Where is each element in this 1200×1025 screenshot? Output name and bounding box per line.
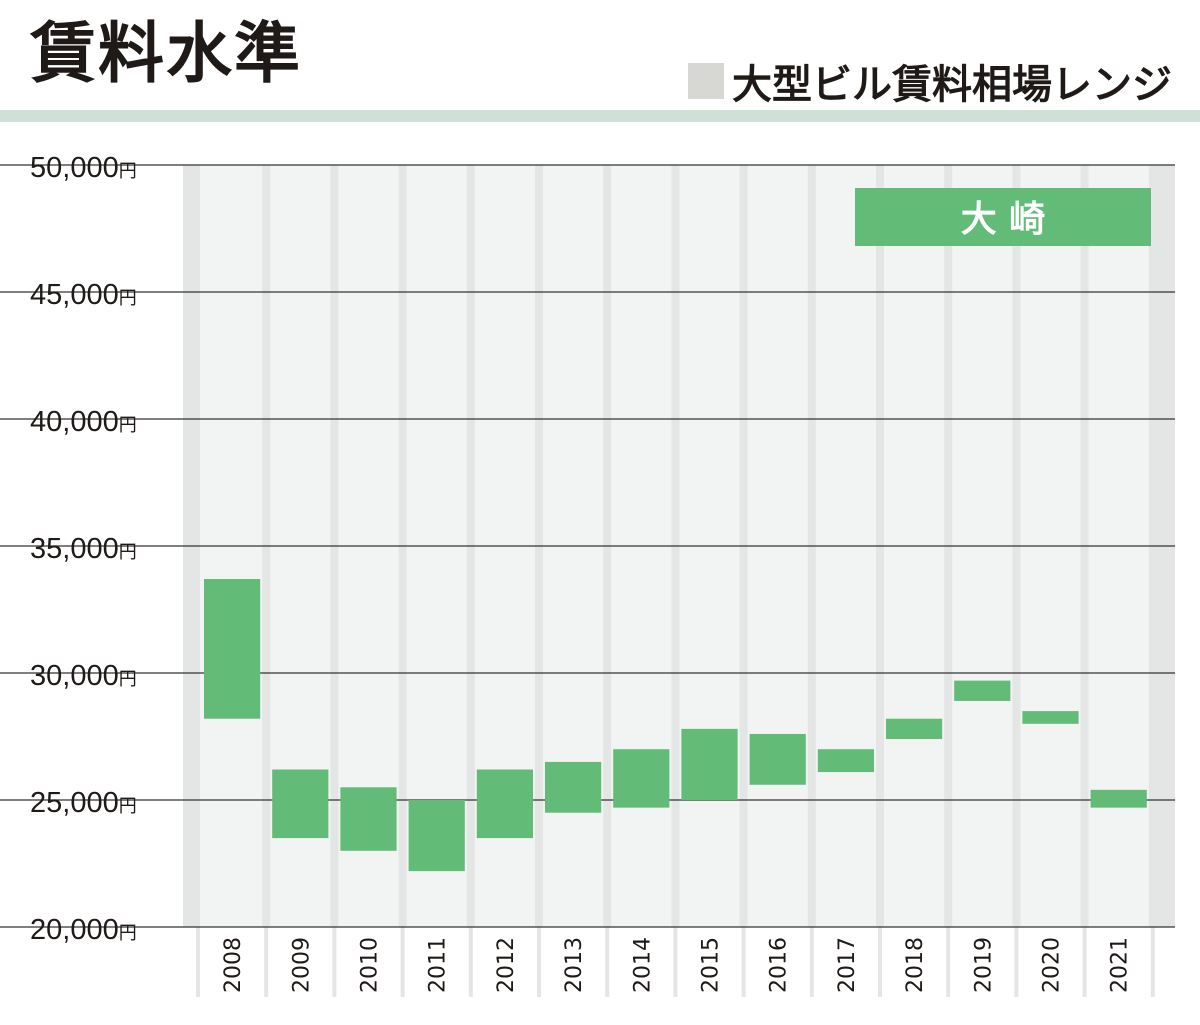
- year-label-2020: 2020: [1040, 937, 1065, 993]
- year-label-2018: 2018: [903, 937, 928, 993]
- y-tick-label: 40,000円: [30, 406, 137, 438]
- range-bar-2012: [476, 769, 533, 839]
- range-bar-2017: [817, 749, 874, 773]
- title-rule: [0, 110, 1200, 122]
- year-separator: [605, 927, 610, 997]
- range-bar-2009: [272, 769, 329, 839]
- year-label-2012: 2012: [494, 937, 519, 993]
- year-label-2016: 2016: [767, 937, 792, 993]
- year-separator: [673, 927, 678, 997]
- year-label-2008: 2008: [221, 937, 246, 993]
- legend: 大型ビル賃料相場レンジ: [688, 52, 1172, 110]
- year-separator: [400, 927, 405, 997]
- range-bar-2013: [545, 761, 602, 813]
- y-tick-label: 20,000円: [30, 914, 137, 946]
- year-label-2019: 2019: [971, 937, 996, 993]
- year-separator: [809, 927, 814, 997]
- year-label-2014: 2014: [630, 937, 655, 993]
- legend-swatch: [688, 63, 724, 99]
- year-separator: [332, 927, 337, 997]
- y-tick-label: 25,000円: [30, 787, 137, 819]
- year-separator: [537, 927, 541, 997]
- year-separator: [878, 927, 882, 997]
- range-bar-2011: [408, 800, 465, 872]
- y-tick-label: 30,000円: [30, 660, 137, 692]
- year-label-2010: 2010: [358, 937, 383, 993]
- location-label: 大 崎: [961, 199, 1046, 240]
- legend-label: 大型ビル賃料相場レンジ: [732, 62, 1172, 108]
- y-tick-label: 35,000円: [30, 533, 137, 565]
- year-separator: [1150, 927, 1155, 997]
- range-bar-2018: [886, 718, 943, 740]
- year-separator: [1014, 927, 1019, 997]
- y-tick-label: 45,000円: [30, 279, 137, 311]
- range-bar-2010: [340, 787, 397, 851]
- range-bar-2016: [749, 733, 806, 785]
- year-label-2013: 2013: [562, 937, 587, 993]
- year-separator: [1082, 927, 1087, 997]
- range-bar-2019: [954, 680, 1011, 701]
- year-label-2015: 2015: [699, 937, 724, 993]
- year-separator: [946, 927, 951, 997]
- year-label-2017: 2017: [835, 937, 860, 993]
- y-tick-label: 50,000円: [30, 152, 137, 184]
- year-label-2021: 2021: [1108, 937, 1133, 993]
- year-separator: [264, 927, 269, 997]
- year-label-2009: 2009: [289, 937, 314, 993]
- range-bar-2008: [204, 579, 261, 719]
- range-bar-2021: [1090, 789, 1147, 808]
- range-bar-2014: [613, 749, 670, 808]
- range-bar-2020: [1022, 711, 1079, 724]
- year-separator: [741, 927, 746, 997]
- year-separator: [196, 927, 200, 997]
- location-label-box: [855, 188, 1151, 246]
- page-title: 賃料水準: [30, 15, 302, 92]
- range-bar-2015: [681, 728, 738, 800]
- year-label-2011: 2011: [426, 937, 451, 993]
- year-separator: [468, 927, 473, 997]
